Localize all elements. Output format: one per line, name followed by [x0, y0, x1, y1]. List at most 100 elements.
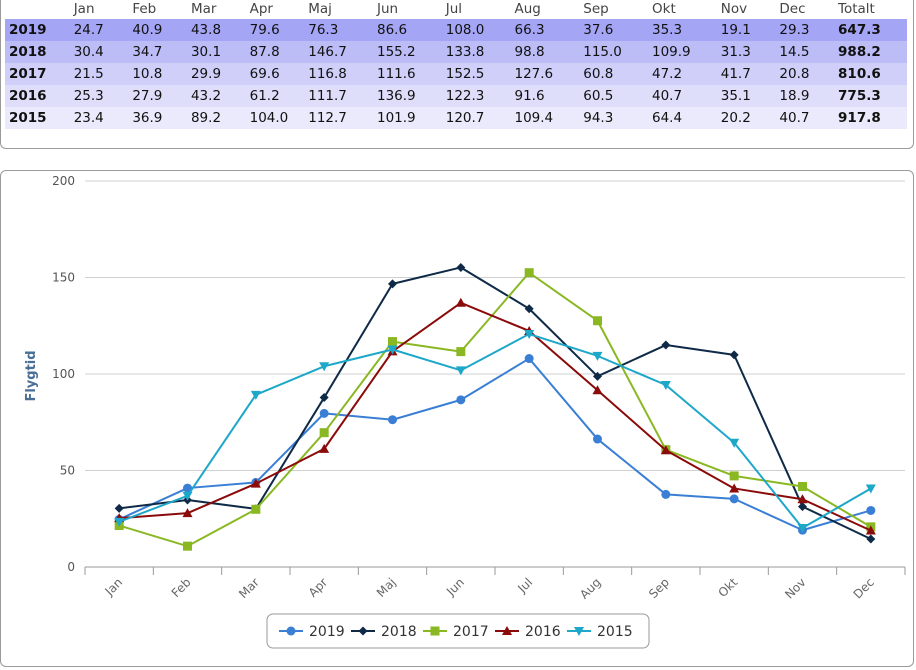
x-tick-label: Feb: [169, 575, 194, 600]
legend-item-2018[interactable]: 2018: [351, 624, 417, 640]
data-point: [319, 393, 329, 403]
header-cell: Sep: [583, 1, 609, 17]
legend-item-2019[interactable]: 2019: [279, 624, 345, 640]
value-cell: 10.8: [132, 66, 163, 82]
data-point: [319, 428, 329, 438]
series-line: [118, 271, 872, 548]
y-tick-label: 150: [52, 271, 75, 285]
value-cell: 40.7: [652, 88, 683, 104]
y-tick-label: 0: [67, 560, 75, 574]
data-point: [319, 362, 330, 372]
data-point: [797, 494, 808, 504]
data-point: [592, 385, 603, 395]
y-axis-label: Flygtid: [24, 350, 39, 401]
x-tick-label: Maj: [374, 575, 399, 600]
value-cell: 112.7: [308, 110, 347, 126]
header-cell: Jan: [73, 1, 95, 17]
x-axis: Jan Feb Mar Apr Maj Jun Jul Aug Sep Okt Nov Dec: [84, 567, 906, 602]
series-line: [119, 266, 872, 540]
data-point: [183, 541, 192, 551]
year-cell: 2019: [9, 22, 47, 38]
data-point: [250, 390, 261, 400]
x-tick-label: Jan: [102, 575, 126, 599]
value-cell: 108.0: [445, 22, 485, 38]
value-cell: 133.8: [445, 44, 485, 60]
header-cell: Jun: [377, 1, 399, 17]
legend-label: 2018: [381, 624, 417, 640]
flight-time-table-panel: Jan Feb Mar Apr Maj Jun Jul Aug Sep Okt …: [0, 0, 914, 149]
data-point: [729, 483, 740, 493]
data-point: [524, 354, 534, 364]
value-cell: 27.9: [132, 88, 163, 104]
data-point: [456, 262, 466, 272]
data-point: [593, 371, 602, 381]
value-cell: 101.9: [377, 110, 416, 126]
data-point: [182, 508, 193, 518]
x-tick-label: Nov: [782, 575, 808, 601]
value-cell: 37.6: [583, 22, 614, 38]
total-cell: 647.3: [838, 22, 881, 38]
table-body: 2019 24.7 40.9 43.8 79.6 76.3 86.6 108.0 66.3 37.…: [5, 19, 907, 129]
legend-marker: [358, 626, 368, 636]
series-2015: [114, 330, 876, 534]
legend-item-2017[interactable]: 2017: [423, 624, 489, 640]
value-cell: 60.8: [583, 66, 614, 82]
header-cell: Apr: [249, 1, 273, 17]
legend-marker: [430, 626, 440, 636]
data-point: [456, 395, 466, 405]
header-cell: Dec: [779, 1, 806, 17]
value-cell: 20.8: [779, 66, 810, 82]
value-cell: 122.3: [445, 88, 485, 104]
data-point: [593, 316, 602, 326]
data-point: [183, 483, 192, 493]
legend-item-2015[interactable]: 2015: [567, 624, 633, 640]
data-point: [388, 415, 397, 425]
data-point: [114, 517, 125, 527]
series-2018: [114, 262, 876, 544]
data-point: [455, 366, 466, 376]
data-point: [388, 337, 397, 347]
legend-label: 2019: [309, 624, 345, 640]
value-cell: 60.5: [583, 88, 614, 104]
value-cell: 109.9: [652, 44, 691, 60]
header-cell: Jul: [445, 1, 463, 17]
y-axis-ticks: 0 50 100 150 200: [52, 174, 75, 574]
value-cell: 109.4: [514, 110, 554, 126]
data-point: [455, 297, 466, 307]
value-cell: 66.3: [514, 22, 545, 38]
data-point: [798, 502, 807, 512]
value-cell: 29.9: [190, 66, 222, 82]
chart-legend[interactable]: 2019 2018 2017 2016 2015: [266, 613, 650, 649]
value-cell: 20.2: [720, 110, 751, 126]
data-point: [865, 525, 876, 535]
value-cell: 146.7: [308, 44, 347, 60]
data-point: [319, 408, 329, 418]
header-cell: Aug: [514, 1, 541, 17]
data-point: [729, 494, 739, 504]
chart-series: [114, 262, 876, 551]
x-tick-label: Apr: [306, 575, 331, 600]
legend-item-2016[interactable]: 2016: [495, 624, 561, 640]
value-cell: 89.2: [190, 110, 222, 126]
x-tick-label: Dec: [851, 575, 877, 601]
total-cell: 810.6: [838, 66, 881, 82]
data-point: [524, 330, 535, 340]
series-line: [119, 301, 872, 532]
table-row: 2019 24.7 40.9 43.8 79.6 76.3 86.6 108.0 66.3 37.…: [5, 19, 907, 41]
data-point: [866, 505, 876, 515]
legend-label: 2017: [453, 624, 489, 640]
data-point: [729, 438, 740, 448]
data-point: [456, 347, 466, 357]
value-cell: 111.7: [308, 88, 347, 104]
legend-box: [266, 613, 650, 649]
value-cell: 14.5: [779, 44, 810, 60]
value-cell: 115.0: [583, 44, 622, 60]
header-cell: Feb: [132, 1, 157, 17]
data-point: [250, 478, 261, 488]
flight-time-line-chart: 0 50 100 150 200 Jan Feb Mar Apr Maj Jun Jul Aug Sep…: [24, 174, 906, 649]
value-cell: 30.4: [73, 44, 104, 60]
value-cell: 76.3: [308, 22, 339, 38]
year-cell: 2018: [9, 44, 47, 60]
x-tick-label: Aug: [577, 575, 603, 601]
data-point: [729, 350, 739, 360]
